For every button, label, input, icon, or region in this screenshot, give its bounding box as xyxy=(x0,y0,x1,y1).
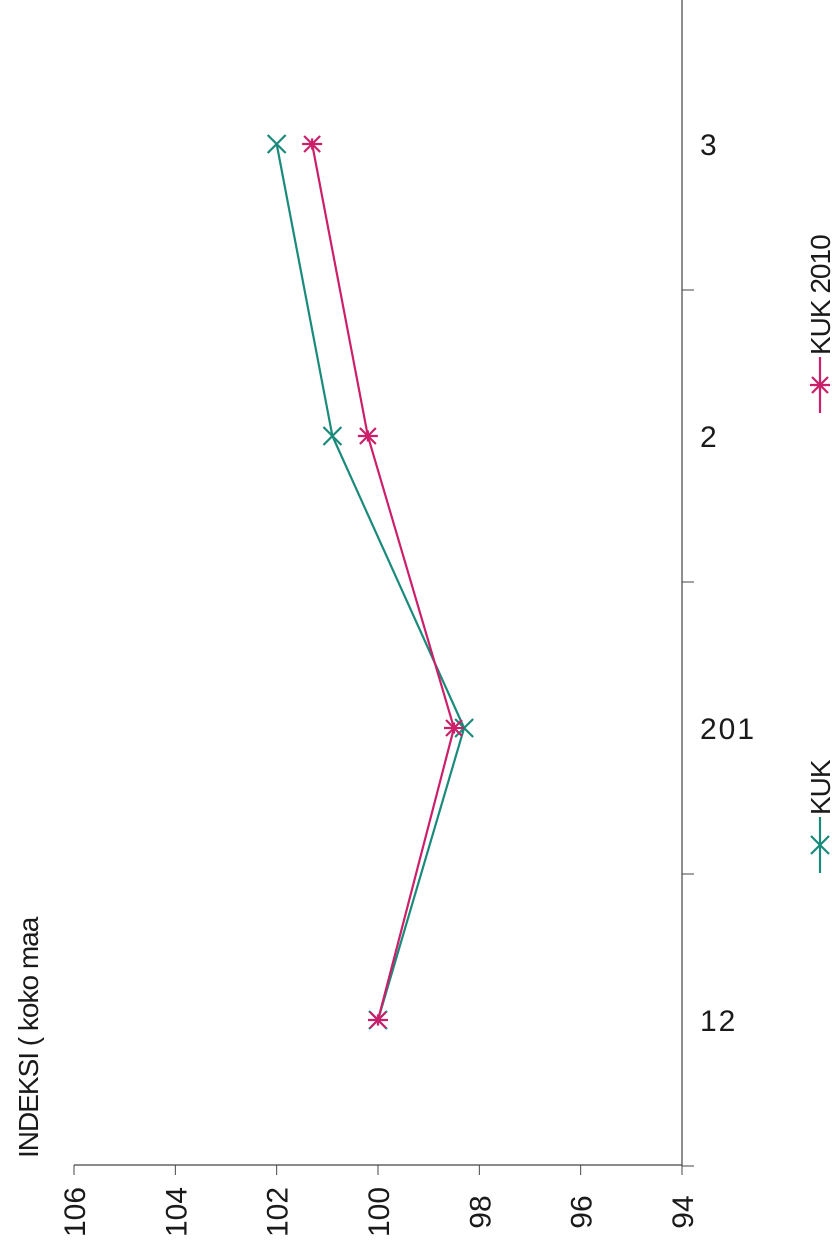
series-line-kuk xyxy=(275,143,466,1021)
value-tick-label: 96 xyxy=(566,1195,599,1228)
value-ticks: 94 96 98 100 102 104 106 xyxy=(59,1165,700,1237)
value-tick-label: 106 xyxy=(59,1187,92,1237)
data-point xyxy=(322,426,343,446)
data-point xyxy=(357,427,378,445)
category-label: 12 xyxy=(700,1005,737,1038)
series-line-kuk-2010 xyxy=(311,143,456,1021)
axes xyxy=(74,0,694,1167)
data-point xyxy=(454,718,474,738)
data-point xyxy=(368,1011,388,1029)
chart-title: INDEKSI ( koko maa xyxy=(13,916,44,1158)
legend-label: KUK xyxy=(805,759,836,815)
data-point xyxy=(444,719,464,737)
value-tick-label: 98 xyxy=(464,1195,497,1228)
data-point xyxy=(302,135,323,153)
legend-marker xyxy=(810,376,830,394)
value-tick-label: 104 xyxy=(160,1187,193,1237)
category-label: 201 xyxy=(700,713,756,746)
legend: KUK KUK 2010 xyxy=(805,235,836,873)
category-label: 3 xyxy=(700,129,719,162)
series-layer xyxy=(266,134,474,1030)
data-point xyxy=(266,134,287,154)
legend-item: KUK xyxy=(805,759,836,873)
value-tick-label: 94 xyxy=(667,1195,700,1228)
value-tick-label: 100 xyxy=(363,1187,396,1237)
legend-item: KUK 2010 xyxy=(805,235,836,413)
value-tick-label: 102 xyxy=(262,1187,295,1237)
category-label: 2 xyxy=(700,421,719,454)
legend-label: KUK 2010 xyxy=(805,235,836,355)
legend-marker xyxy=(810,835,830,855)
category-labels: 12 201 2 3 xyxy=(700,129,756,1038)
